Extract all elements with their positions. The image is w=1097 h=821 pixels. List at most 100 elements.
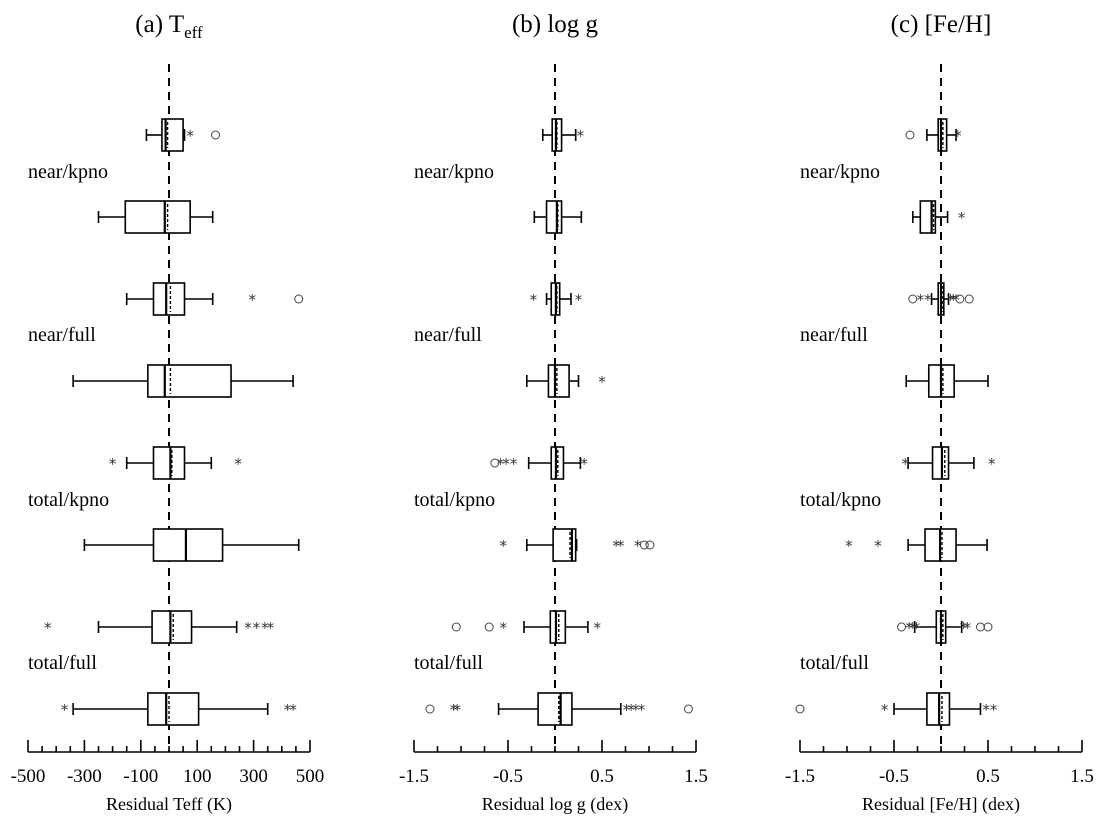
tick-label: -500 xyxy=(11,766,46,787)
tick-label: -0.5 xyxy=(879,766,909,787)
tick-label: -300 xyxy=(67,766,102,787)
outlier-star: * xyxy=(577,127,585,145)
outlier-star: * xyxy=(244,619,252,637)
outlier-star: * xyxy=(594,619,602,637)
boxplot-row: * xyxy=(905,118,962,152)
group-label: near/full xyxy=(800,324,868,346)
group-label: near/full xyxy=(28,324,96,346)
iqr-box xyxy=(152,446,186,480)
x-axis-label: Residual [Fe/H] (dex) xyxy=(862,794,1020,815)
outlier-star: * xyxy=(990,701,998,719)
boxplot-row: * * xyxy=(902,446,996,480)
boxplot-row: * xyxy=(541,118,585,152)
boxplot-row: * * xyxy=(845,528,988,562)
boxplot-row: * xyxy=(525,364,606,398)
iqr-box xyxy=(545,200,563,234)
outlier-star: * xyxy=(874,537,882,555)
panel-2: (b) log g near/kpno near/full total/kpno tot… xyxy=(399,11,708,815)
outlier-star: * xyxy=(632,701,640,719)
outlier-star: * xyxy=(627,701,635,719)
x-axis-label: Residual Teff (K) xyxy=(106,794,232,815)
iqr-box xyxy=(147,692,200,726)
outlier-circle xyxy=(211,130,221,140)
group-label: near/full xyxy=(414,324,482,346)
tick-label: 500 xyxy=(296,766,325,787)
group-label: total/full xyxy=(28,652,97,674)
boxplot-row xyxy=(83,528,300,562)
group-label: total/full xyxy=(414,652,483,674)
boxplot-row: ***** xyxy=(897,610,993,644)
outlier-circle xyxy=(964,294,974,304)
iqr-box xyxy=(547,364,570,398)
outlier-star: * xyxy=(917,291,925,309)
tick-label: 0.5 xyxy=(976,766,1000,787)
outlier-star: * xyxy=(267,619,275,637)
outlier-star: * xyxy=(234,455,242,473)
outlier-star: * xyxy=(638,701,646,719)
boxplot-row xyxy=(533,200,583,234)
tick-label: 300 xyxy=(239,766,268,787)
panel-title: (a) Teff xyxy=(135,11,203,42)
outlier-circle xyxy=(908,294,918,304)
boxplot-row: * xyxy=(125,282,304,316)
outlier-circle xyxy=(683,704,693,714)
boxplot-row: * xyxy=(911,200,966,234)
outlier-star: * xyxy=(44,619,52,637)
outlier-circle xyxy=(983,622,993,632)
boxplot-row: * * xyxy=(109,446,242,480)
group-label: total/kpno xyxy=(800,489,881,511)
tick-label: 1.5 xyxy=(1070,766,1094,787)
group-label: near/kpno xyxy=(414,161,494,183)
outlier-star: * xyxy=(500,537,508,555)
outlier-circle xyxy=(639,540,649,550)
boxplot-row: * * xyxy=(451,610,602,644)
outlier-star: * xyxy=(580,455,588,473)
outlier-star: * xyxy=(612,537,620,555)
outlier-star: * xyxy=(982,701,990,719)
outlier-star: * xyxy=(881,701,889,719)
outlier-star: * xyxy=(248,291,256,309)
boxplot-row: ** **** xyxy=(425,692,693,726)
boxplot-row: *** xyxy=(61,692,297,726)
tick-label: -1.5 xyxy=(785,766,815,787)
outlier-star: * xyxy=(497,455,505,473)
outlier-star: * xyxy=(988,455,996,473)
outlier-star: * xyxy=(960,619,968,637)
group-label: total/kpno xyxy=(28,489,109,511)
group-label: near/kpno xyxy=(28,161,108,183)
outlier-star: * xyxy=(634,537,642,555)
outlier-circle xyxy=(645,540,655,550)
outlier-star: * xyxy=(905,619,913,637)
outlier-star: * xyxy=(530,291,538,309)
boxplot-row: * xyxy=(145,118,221,152)
outlier-star: * xyxy=(61,701,69,719)
outlier-circle xyxy=(795,704,805,714)
outlier-star: * xyxy=(261,619,269,637)
iqr-box xyxy=(537,692,573,726)
outlier-circle xyxy=(451,622,461,632)
iqr-box xyxy=(124,200,191,234)
outlier-star: * xyxy=(289,701,297,719)
iqr-box xyxy=(549,610,567,644)
tick-label: -100 xyxy=(123,766,158,787)
outlier-star: * xyxy=(575,291,583,309)
boxplot-row xyxy=(72,364,294,398)
tick-label: -1.5 xyxy=(399,766,429,787)
tick-label: 0.5 xyxy=(590,766,614,787)
outlier-star: * xyxy=(947,291,955,309)
outlier-star: * xyxy=(902,455,910,473)
outlier-star: * xyxy=(949,291,957,309)
boxplot-row: ***** xyxy=(908,282,974,316)
outlier-circle xyxy=(490,458,500,468)
outlier-circle xyxy=(425,704,435,714)
outlier-circle xyxy=(955,294,965,304)
tick-label: -0.5 xyxy=(493,766,523,787)
outlier-star: * xyxy=(909,619,917,637)
outlier-circle xyxy=(484,622,494,632)
outlier-star: * xyxy=(109,455,117,473)
iqr-box xyxy=(151,610,193,644)
outlier-star: * xyxy=(617,537,625,555)
outlier-circle xyxy=(897,622,907,632)
boxplot-row: ***** xyxy=(44,610,275,644)
outlier-star: * xyxy=(502,455,510,473)
